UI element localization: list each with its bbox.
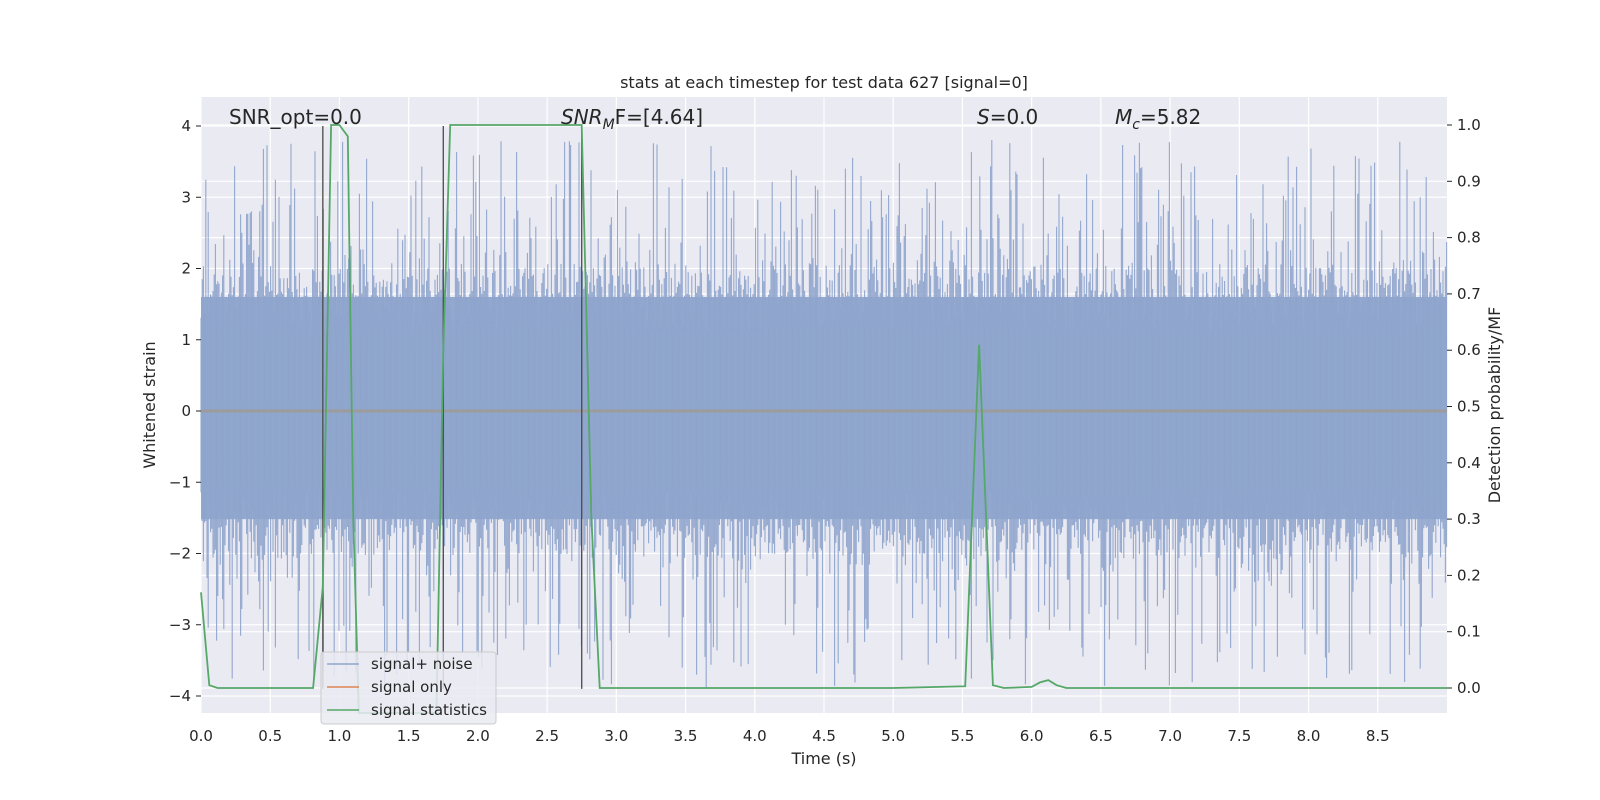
- y-left-tick-label: 3: [181, 188, 191, 206]
- y-right-tick-label: 0.4: [1457, 454, 1481, 472]
- x-tick-label: 0.0: [189, 727, 213, 745]
- legend-label-signal-statistics: signal statistics: [371, 701, 487, 719]
- legend: signal+ noise signal only signal statist…: [320, 651, 497, 725]
- y-right-tick-label: 0.5: [1457, 398, 1481, 416]
- y-left-tick-label: 2: [181, 260, 191, 278]
- y-right-tick-label: 0.1: [1457, 623, 1481, 641]
- x-tick-label: 1.5: [397, 727, 421, 745]
- annotation-mc: Mc=5.82: [1115, 105, 1201, 133]
- y-left-axis-ticks: 4 3 2 1 0 −1 −2 −3 −4: [169, 117, 201, 705]
- x-tick-label: 1.0: [328, 727, 352, 745]
- y-right-tick-label: 0.3: [1457, 510, 1481, 528]
- signal-plus-noise-series: [200, 140, 1448, 689]
- noise-trace: [200, 140, 1448, 689]
- x-tick-label: 6.0: [1020, 727, 1044, 745]
- y-right-tick-label: 0.2: [1457, 566, 1481, 584]
- y-right-axis-ticks: 1.0 0.9 0.8 0.7 0.6 0.5 0.4 0.3 0.2 0.1 0.0: [1447, 116, 1481, 697]
- x-tick-label: 5.0: [881, 727, 905, 745]
- y-left-tick-label: 4: [181, 117, 191, 135]
- y-right-tick-label: 0.8: [1457, 229, 1481, 247]
- x-tick-label: 4.0: [743, 727, 767, 745]
- x-tick-label: 4.5: [812, 727, 836, 745]
- x-tick-label: 8.5: [1366, 727, 1390, 745]
- y-right-tick-label: 0.9: [1457, 172, 1481, 190]
- y-left-tick-label: −3: [169, 616, 191, 634]
- x-tick-label: 7.0: [1158, 727, 1182, 745]
- y-right-axis-label: Detection probability/MF: [1485, 307, 1504, 504]
- y-right-tick-label: 1.0: [1457, 116, 1481, 134]
- x-tick-label: 3.0: [604, 727, 628, 745]
- y-left-tick-label: −4: [169, 687, 191, 705]
- x-axis-label: Time (s): [790, 749, 856, 768]
- x-tick-label: 2.0: [466, 727, 490, 745]
- annotation-snr-opt: SNR_opt=0.0: [229, 105, 362, 129]
- legend-label-signal-noise: signal+ noise: [371, 655, 473, 673]
- x-tick-label: 2.5: [535, 727, 559, 745]
- x-tick-label: 0.5: [258, 727, 282, 745]
- chart-title: stats at each timestep for test data 627…: [620, 73, 1028, 92]
- signal-statistics-series: [200, 124, 1447, 714]
- x-tick-label: 7.5: [1227, 727, 1251, 745]
- x-tick-label: 5.5: [951, 727, 975, 745]
- x-tick-label: 6.5: [1089, 727, 1113, 745]
- y-left-tick-label: 0: [181, 402, 191, 420]
- y-left-tick-label: −1: [169, 473, 191, 491]
- y-left-axis-label: Whitened strain: [140, 341, 159, 468]
- y-right-tick-label: 0.0: [1457, 679, 1481, 697]
- x-axis-ticks: 0.0 0.5 1.0 1.5 2.0 2.5 3.0 3.5 4.0 4.5 5.0 5.5 6.0 6…: [189, 727, 1390, 745]
- annotation-s: S=0.0: [977, 105, 1038, 129]
- legend-box: [320, 651, 497, 725]
- y-right-tick-label: 0.6: [1457, 341, 1481, 359]
- y-left-tick-label: 1: [181, 331, 191, 349]
- y-left-tick-label: −2: [169, 545, 191, 563]
- signal-statistics-line: [200, 124, 1447, 714]
- legend-label-signal-only: signal only: [371, 678, 452, 696]
- x-tick-label: 8.0: [1297, 727, 1321, 745]
- y-right-tick-label: 0.7: [1457, 285, 1481, 303]
- x-tick-label: 3.5: [674, 727, 698, 745]
- annotation-snr-mf: SNRMF=[4.64]: [561, 105, 703, 133]
